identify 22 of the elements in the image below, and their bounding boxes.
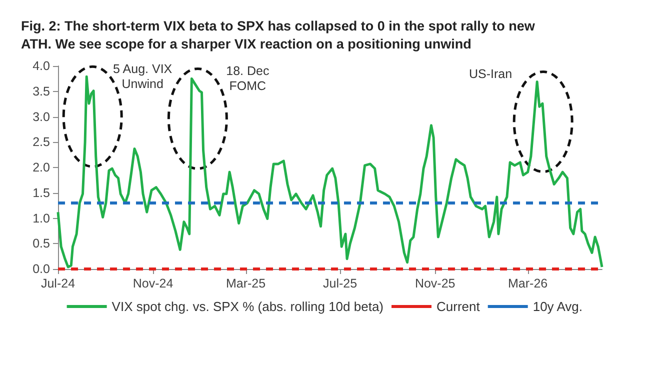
y-tick-label: 4.0 (32, 59, 50, 73)
y-tick-label: 2.5 (32, 135, 50, 150)
x-tick-label: Mar-25 (226, 276, 266, 290)
annotation: 18. Dec FOMC (226, 64, 270, 94)
x-tick-label: Mar-26 (508, 276, 548, 290)
annotation: US-Iran (469, 67, 512, 82)
y-tick-label: 2.0 (32, 160, 50, 174)
annotation: 5 Aug. VIX Unwind (113, 62, 173, 92)
y-tick-label: 1.0 (32, 211, 50, 226)
y-tick-label: 3.0 (32, 110, 50, 124)
y-tick-label: 0.0 (32, 262, 50, 276)
x-tick-label: Jul-25 (323, 276, 358, 290)
legend-label: VIX spot chg. vs. SPX % (abs. rolling 10d beta) (112, 299, 384, 314)
x-tick-label: Jul-24 (40, 276, 76, 290)
x-tick-label: Nov-24 (132, 276, 174, 290)
y-tick-label: 1.5 (32, 186, 50, 200)
y-tick-label: 3.5 (32, 84, 50, 98)
legend-label: 10y Avg. (532, 299, 582, 314)
legend-label: Current (436, 299, 480, 314)
x-tick-label: Nov-25 (414, 276, 456, 290)
y-tick-label: 0.5 (32, 236, 50, 251)
chart-title: Fig. 2: The short-term VIX beta to SPX has collapsed to 0 in the spot rally to new ATH. We see scope for a sharper VIX reaction on a positioning unwind (21, 18, 536, 52)
